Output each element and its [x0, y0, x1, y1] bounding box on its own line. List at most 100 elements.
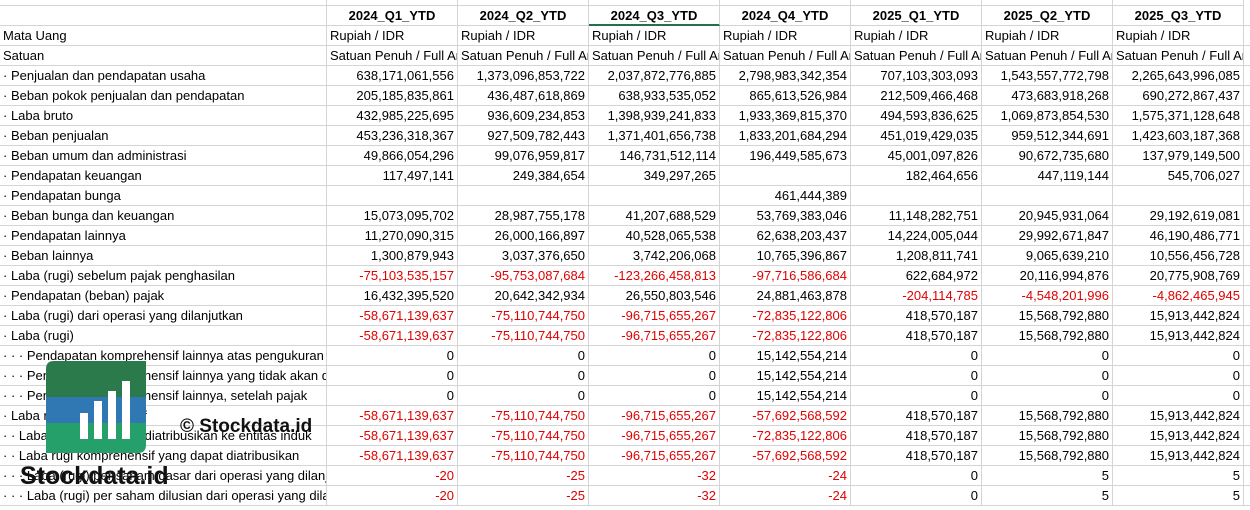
cell: -96,715,655,267: [589, 446, 720, 466]
cell: -32: [589, 466, 720, 486]
cell: -57,692,568,592: [720, 406, 851, 426]
cell: -123,266,458,813: [589, 266, 720, 286]
cell: [1244, 46, 1250, 66]
cell: [1244, 186, 1250, 206]
cell: -72,835,122,806: [720, 426, 851, 446]
cell: 0: [458, 346, 589, 366]
cell: 0: [1113, 386, 1244, 406]
cell: [1244, 426, 1250, 446]
cell: 1,371,401,656,738: [589, 126, 720, 146]
cell: 11,148,282,751: [851, 206, 982, 226]
cell: -75,110,744,750: [458, 306, 589, 326]
cell: 14,224,005,044: [851, 226, 982, 246]
cell: -4,862,465,945: [1113, 286, 1244, 306]
cell: [1113, 186, 1244, 206]
cell: -72,835,122,806: [720, 326, 851, 346]
cell: 15,142,554,214: [720, 386, 851, 406]
cell: [1244, 446, 1250, 466]
cell: 10,556,456,728: [1113, 246, 1244, 266]
cell: 0: [1113, 366, 1244, 386]
cell: [1244, 246, 1250, 266]
cell: 1,300,879,943: [327, 246, 458, 266]
top-row: [589, 0, 720, 6]
cell: -58,671,139,637: [327, 406, 458, 426]
cell: 137,979,149,500: [1113, 146, 1244, 166]
cell: [1244, 366, 1250, 386]
top-row: [458, 0, 589, 6]
row-label: · Laba (rugi): [0, 326, 327, 346]
cell: [1244, 26, 1250, 46]
cell: [1244, 306, 1250, 326]
row-label: · Laba (rugi) sebelum pajak penghasilan: [0, 266, 327, 286]
cell: [1244, 466, 1250, 486]
cell: 2,265,643,996,085: [1113, 66, 1244, 86]
row-label: · · · Pendapatan komprehensif lainnya at…: [0, 346, 327, 366]
column-header: 2024_Q3_YTD: [589, 6, 720, 26]
cell: -24: [720, 466, 851, 486]
cell: Satuan Penuh / Full Amount: [458, 46, 589, 66]
cell: -75,110,744,750: [458, 426, 589, 446]
cell: [851, 186, 982, 206]
cell: 0: [851, 346, 982, 366]
cell: 146,731,512,114: [589, 146, 720, 166]
cell: 28,987,755,178: [458, 206, 589, 226]
cell: 0: [851, 386, 982, 406]
cell: Satuan Penuh / Full Amount: [982, 46, 1113, 66]
cell: 0: [327, 346, 458, 366]
cell: 0: [851, 366, 982, 386]
cell: [1244, 106, 1250, 126]
cell: [1244, 206, 1250, 226]
cell: 15,913,442,824: [1113, 406, 1244, 426]
cell: 0: [982, 366, 1113, 386]
cell: 182,464,656: [851, 166, 982, 186]
cell: 53,769,383,046: [720, 206, 851, 226]
cell: -25: [458, 466, 589, 486]
cell: 15,142,554,214: [720, 346, 851, 366]
row-label: · Beban bunga dan keuangan: [0, 206, 327, 226]
cell: 0: [327, 386, 458, 406]
cell: 15,568,792,880: [982, 426, 1113, 446]
row-label: Mata Uang: [0, 26, 327, 46]
cell: 9,065,639,210: [982, 246, 1113, 266]
cell: 196,449,585,673: [720, 146, 851, 166]
row-label: · Laba bruto: [0, 106, 327, 126]
cell: 349,297,265: [589, 166, 720, 186]
cell: 20,945,931,064: [982, 206, 1113, 226]
cell: [1244, 486, 1250, 506]
cell: 0: [851, 466, 982, 486]
cell: 0: [458, 386, 589, 406]
cell: 24,881,463,878: [720, 286, 851, 306]
cell: 0: [982, 386, 1113, 406]
cell: 5: [982, 466, 1113, 486]
cell: 447,119,144: [982, 166, 1113, 186]
cell: 927,509,782,443: [458, 126, 589, 146]
cell: 15,142,554,214: [720, 366, 851, 386]
cell: 461,444,389: [720, 186, 851, 206]
cell: 45,001,097,826: [851, 146, 982, 166]
cell: 5: [982, 486, 1113, 506]
column-header: 2024_Q4_YTD: [720, 6, 851, 26]
cell: 10,765,396,867: [720, 246, 851, 266]
watermark-caption: © Stockdata.id: [180, 416, 313, 437]
cell: 29,192,619,081: [1113, 206, 1244, 226]
cell: 1,373,096,853,722: [458, 66, 589, 86]
row-label: · Beban penjualan: [0, 126, 327, 146]
cell: 1,423,603,187,368: [1113, 126, 1244, 146]
cell: [458, 186, 589, 206]
cell: 15,913,442,824: [1113, 306, 1244, 326]
cell: -4,548,201,996: [982, 286, 1113, 306]
row-label: · · · Laba (rugi) per saham dasar dari o…: [0, 466, 327, 486]
cell: 5: [1113, 466, 1244, 486]
cell: 0: [589, 346, 720, 366]
cell: [589, 186, 720, 206]
cell: 0: [589, 366, 720, 386]
cell: [1244, 146, 1250, 166]
cell: 15,568,792,880: [982, 326, 1113, 346]
cell: 2,798,983,342,354: [720, 66, 851, 86]
cell: 62,638,203,437: [720, 226, 851, 246]
cell: Satuan Penuh / Full Amount: [851, 46, 982, 66]
cell: 15,568,792,880: [982, 306, 1113, 326]
cell: 26,550,803,546: [589, 286, 720, 306]
cell: -20: [327, 486, 458, 506]
